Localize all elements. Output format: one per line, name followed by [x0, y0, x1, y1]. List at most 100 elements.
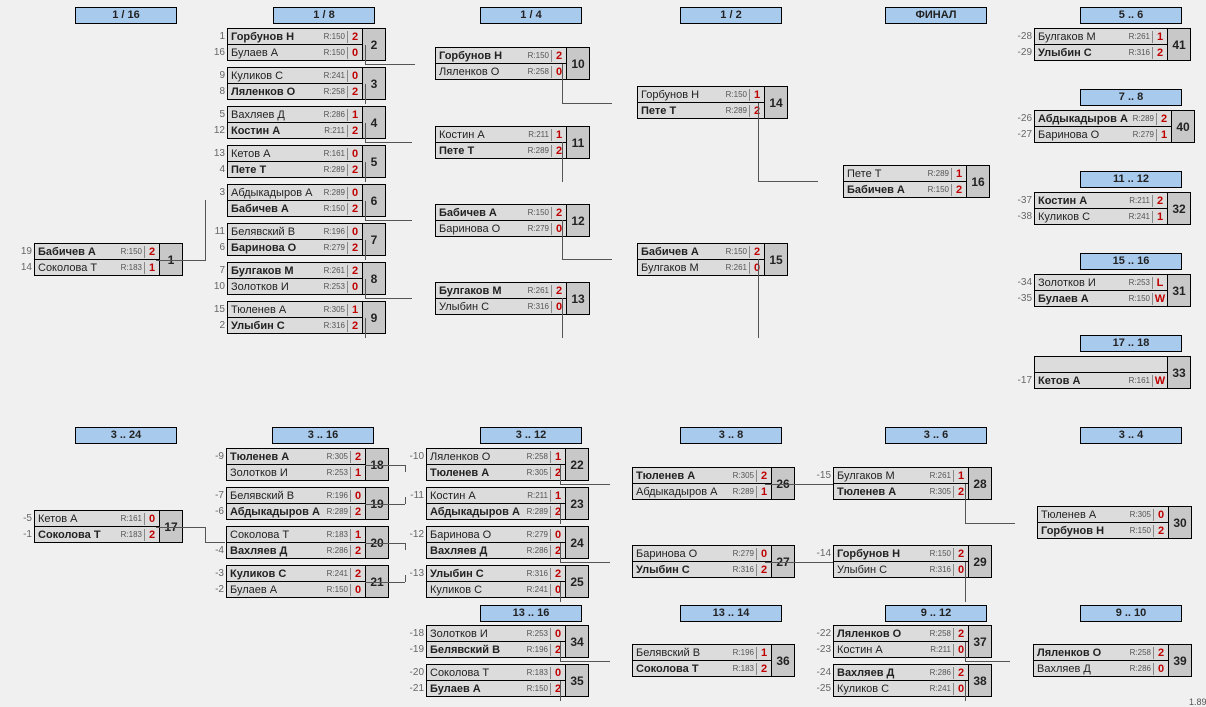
- match[interactable]: -26-27Абдыкадыров АR:2892Баринова ОR:279…: [1014, 110, 1195, 143]
- player-name: Абдыкадыров А: [227, 506, 324, 518]
- seed-column: -17: [1014, 356, 1034, 389]
- player-row: Вахляев ДR:2862: [227, 543, 365, 558]
- player-name: Соколова Т: [35, 262, 118, 274]
- players-box: Абдыкадыров АR:2892Баринова ОR:2791: [1034, 110, 1172, 143]
- match[interactable]: 98Куликов СR:2410Ляленков ОR:25823: [207, 67, 386, 100]
- player-score: 1: [144, 262, 159, 274]
- match[interactable]: -20-21Соколова ТR:1830Булаев АR:150235: [406, 664, 589, 697]
- bracket-line: [562, 64, 563, 104]
- match[interactable]: -34-35Золотков ИR:253LБулаев АR:150W31: [1014, 274, 1191, 307]
- player-rating: R:150: [1126, 294, 1152, 303]
- match[interactable]: -9Тюленев АR:3052Золотков ИR:253118: [206, 448, 389, 481]
- match[interactable]: 512Вахляев ДR:2861Костин АR:21124: [207, 106, 386, 139]
- bracket-line: [965, 523, 980, 524]
- player-score: 2: [551, 207, 566, 219]
- player-rating: R:150: [525, 51, 551, 60]
- player-rating: R:150: [723, 247, 749, 256]
- seed: 9: [207, 68, 225, 83]
- player-row: Тюленев АR:3052: [427, 465, 565, 480]
- player-row: Пете ТR:2891: [844, 166, 966, 182]
- players-box: Бабичев АR:1502Соколова ТR:1831: [34, 243, 160, 276]
- player-rating: R:258: [927, 629, 953, 638]
- bracket-line: [380, 220, 412, 221]
- player-rating: R:286: [324, 546, 350, 555]
- seed-column: -10: [406, 448, 426, 481]
- match[interactable]: Тюленев АR:3050Горбунов НR:150230: [1017, 506, 1192, 539]
- match[interactable]: -4Соколова ТR:1831Вахляев ДR:286220: [206, 526, 389, 559]
- players-box: Булгаков МR:2612Золотков ИR:2530: [227, 262, 363, 295]
- match[interactable]: -12Баринова ОR:2790Вахляев ДR:286224: [406, 526, 589, 559]
- match[interactable]: -3-2Куликов СR:2412Булаев АR:150021: [206, 565, 389, 598]
- match[interactable]: 116Горбунов НR:1502Булаев АR:15002: [207, 28, 386, 61]
- player-row: Баринова ОR:2790: [427, 527, 565, 543]
- player-rating: R:289: [321, 165, 347, 174]
- match[interactable]: Бабичев АR:1502Булгаков МR:261015: [617, 243, 788, 276]
- seed-column: -22-23: [813, 625, 833, 658]
- players-box: Соколова ТR:1831Вахляев ДR:2862: [226, 526, 366, 559]
- player-name: Бабичев А: [35, 246, 118, 258]
- seed-column: -18-19: [406, 625, 426, 658]
- match[interactable]: Пете ТR:2891Бабичев АR:150216: [823, 165, 990, 198]
- players-box: Горбунов НR:1502Булаев АR:1500: [227, 28, 363, 61]
- player-row: Горбунов НR:1502: [436, 48, 566, 64]
- match[interactable]: -28-29Булгаков МR:2611Улыбин СR:316241: [1014, 28, 1191, 61]
- player-row: Золотков ИR:2530: [228, 279, 362, 294]
- player-rating: R:150: [321, 48, 347, 57]
- seed: [612, 645, 630, 660]
- player-name: Улыбин С: [228, 320, 321, 332]
- match[interactable]: Белявский ВR:1961Соколова ТR:183236: [612, 644, 795, 677]
- player-score: 2: [550, 467, 565, 479]
- match[interactable]: Горбунов НR:1501Пете ТR:289214: [617, 86, 788, 119]
- player-row: Пете ТR:2892: [638, 103, 764, 118]
- match[interactable]: Горбунов НR:1502Ляленков ОR:258010: [415, 47, 590, 80]
- seed: -35: [1014, 291, 1032, 306]
- seed: -4: [206, 543, 224, 558]
- match[interactable]: -10Ляленков ОR:2581Тюленев АR:305222: [406, 448, 589, 481]
- player-row: Ляленков ОR:2582: [1034, 645, 1168, 661]
- player-rating: R:150: [321, 204, 347, 213]
- player-row: Баринова ОR:2790: [436, 221, 566, 236]
- player-name: Вахляев Д: [1034, 663, 1127, 675]
- match[interactable]: Бабичев АR:1502Баринова ОR:279012: [415, 204, 590, 237]
- match[interactable]: 134Кетов АR:1610Пете ТR:28925: [207, 145, 386, 178]
- bracket-line: [405, 465, 406, 472]
- player-row: Вахляев ДR:2861: [228, 107, 362, 123]
- players-box: Тюленев АR:3050Горбунов НR:1502: [1037, 506, 1169, 539]
- seed-column: [415, 126, 435, 159]
- player-rating: R:316: [524, 569, 550, 578]
- seed: [415, 221, 433, 236]
- match-number: 37: [969, 625, 992, 658]
- player-rating: R:261: [1126, 32, 1152, 41]
- player-score: 0: [551, 301, 566, 313]
- round-header: 3 .. 16: [272, 427, 374, 444]
- seed: [406, 465, 424, 480]
- seed: 5: [207, 107, 225, 122]
- player-row: Горбунов НR:1501: [638, 87, 764, 103]
- player-rating: R:241: [324, 569, 350, 578]
- match[interactable]: 3Абдыкадыров АR:2890Бабичев АR:15026: [207, 184, 386, 217]
- player-rating: R:289: [524, 507, 550, 516]
- bracket-line: [156, 527, 206, 528]
- player-score: 1: [551, 129, 566, 141]
- match[interactable]: 116Белявский ВR:1960Баринова ОR:27927: [207, 223, 386, 256]
- match[interactable]: -13Улыбин СR:3162Куликов СR:241025: [406, 565, 589, 598]
- match[interactable]: 152Тюленев АR:3051Улыбин СR:31629: [207, 301, 386, 334]
- player-row: Костин АR:2111: [436, 127, 566, 143]
- match[interactable]: Булгаков МR:2612Улыбин СR:316013: [415, 282, 590, 315]
- match[interactable]: -17Кетов АR:161W33: [1014, 356, 1191, 389]
- match[interactable]: -37-38Костин АR:2112Куликов СR:241132: [1014, 192, 1191, 225]
- bracket-line: [156, 260, 206, 261]
- match[interactable]: -11Костин АR:2111Абдыкадыров АR:289223: [406, 487, 589, 520]
- player-name: Костин А: [427, 490, 524, 502]
- match[interactable]: -7-6Белявский ВR:1960Абдыкадыров АR:2892…: [206, 487, 389, 520]
- match[interactable]: Костин АR:2111Пете ТR:289211: [415, 126, 590, 159]
- player-score: 1: [550, 451, 565, 463]
- bracket-line: [205, 200, 206, 260]
- match[interactable]: -18-19Золотков ИR:2530Белявский ВR:19623…: [406, 625, 589, 658]
- player-score: 2: [347, 164, 362, 176]
- match[interactable]: Ляленков ОR:2582Вахляев ДR:286039: [1013, 644, 1192, 677]
- match[interactable]: 710Булгаков МR:2612Золотков ИR:25308: [207, 262, 386, 295]
- player-rating: R:305: [730, 471, 756, 480]
- player-rating: R:196: [730, 648, 756, 657]
- player-row: Вахляев ДR:2862: [834, 665, 968, 681]
